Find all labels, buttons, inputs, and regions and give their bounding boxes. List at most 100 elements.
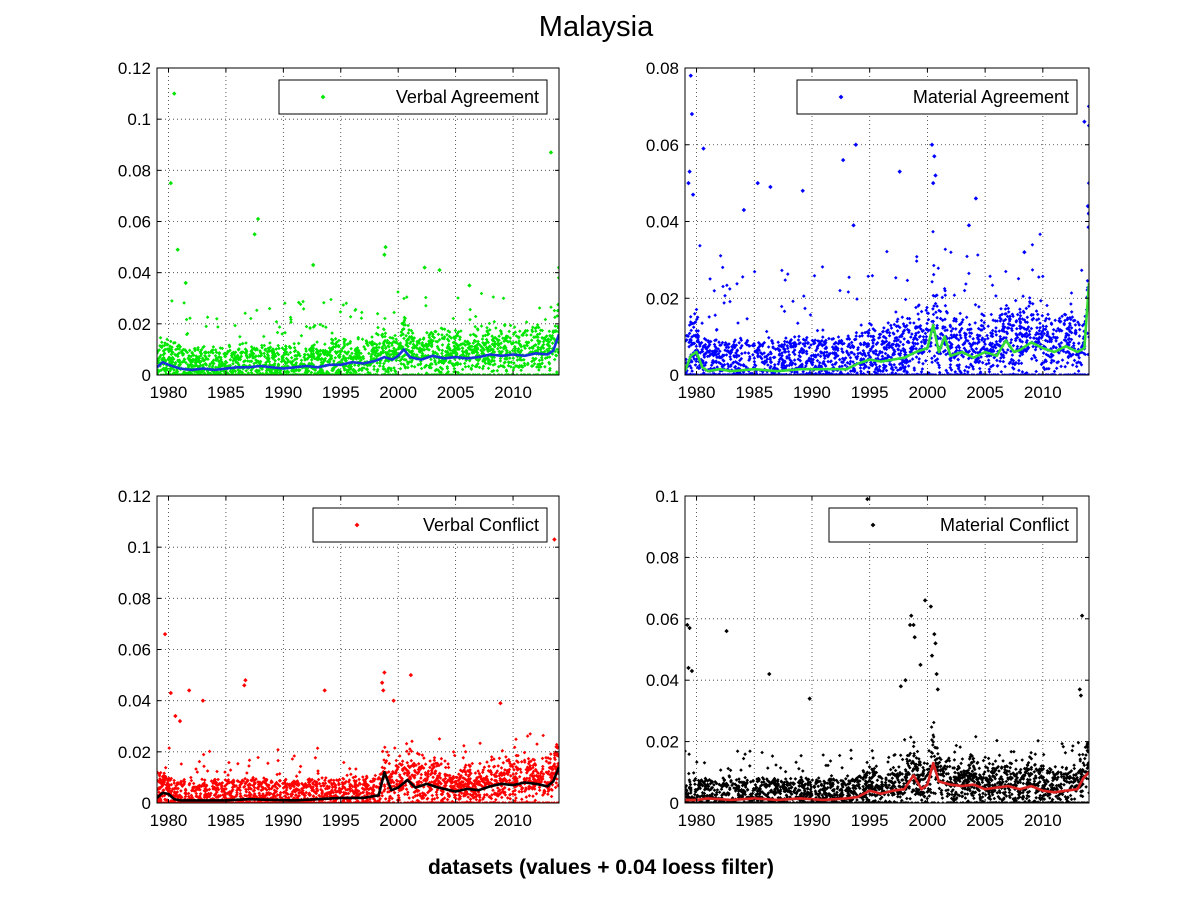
data-point xyxy=(172,91,177,96)
data-point xyxy=(973,196,979,201)
data-point xyxy=(911,622,916,628)
data-point xyxy=(556,275,559,280)
x-tick-label: 1980 xyxy=(678,383,716,402)
data-point xyxy=(1082,119,1087,124)
data-point xyxy=(724,628,729,634)
y-tick-label: 0.08 xyxy=(646,59,679,78)
y-tick-label: 0 xyxy=(142,794,151,813)
y-tick-label: 0.12 xyxy=(118,59,151,78)
data-point xyxy=(755,180,760,186)
x-tick-label: 2010 xyxy=(494,811,532,830)
data-point xyxy=(175,247,180,252)
data-point xyxy=(1022,250,1027,255)
x-tick-label: 1995 xyxy=(322,811,360,830)
y-tick-label: 0.08 xyxy=(646,548,679,567)
x-tick-label: 2000 xyxy=(908,383,946,402)
y-tick-label: 0.02 xyxy=(646,733,679,752)
legend-marker xyxy=(870,522,876,528)
data-point xyxy=(929,142,935,147)
x-tick-label: 2005 xyxy=(966,383,1004,402)
figure-xlabel: datasets (values + 0.04 loess filter) xyxy=(428,856,774,879)
data-point xyxy=(932,154,937,159)
legend-bottom-left: Verbal Conflict xyxy=(312,507,548,543)
data-point xyxy=(552,537,557,542)
legend-top-right: Material Agreement xyxy=(796,79,1078,115)
data-point xyxy=(689,111,695,117)
data-point xyxy=(381,688,386,693)
data-point xyxy=(898,684,904,689)
data-point xyxy=(932,631,937,637)
data-point xyxy=(173,713,178,719)
data-point xyxy=(701,146,706,151)
panels: 1980 1985 1990 1995 2000 2005 2010 0 0.02 0.04 0.0… xyxy=(118,59,1090,830)
data-point xyxy=(183,280,188,286)
data-point xyxy=(897,169,902,174)
data-point xyxy=(391,698,396,703)
panel-top-right: 1980 1985 1990 1995 2000 2005 2010 0 0.02 0.04 0.0… xyxy=(646,59,1090,402)
data-point xyxy=(1086,123,1089,128)
data-point xyxy=(851,223,856,228)
x-tick-label: 1995 xyxy=(851,811,889,830)
y-tick-label: 0.04 xyxy=(118,264,151,283)
data-point xyxy=(408,672,414,678)
data-point xyxy=(467,283,472,288)
data-point xyxy=(918,662,923,668)
data-point xyxy=(865,496,870,502)
data-point xyxy=(853,142,859,147)
ticks-bottom-left: 1980 1985 1990 1995 2000 2005 2010 0 0.02 0.04 0.0… xyxy=(118,487,559,830)
y-tick-label: 0.04 xyxy=(118,692,151,711)
data-point xyxy=(689,668,695,674)
data-point xyxy=(311,262,316,268)
y-tick-label: 0.06 xyxy=(646,136,679,155)
x-tick-label: 2005 xyxy=(437,811,475,830)
data-point xyxy=(1086,180,1089,186)
data-point xyxy=(242,683,247,688)
data-point xyxy=(162,631,168,637)
points-top-left xyxy=(157,91,559,375)
x-tick-label: 2000 xyxy=(908,811,946,830)
data-point xyxy=(929,653,935,658)
y-tick-label: 0.04 xyxy=(646,213,679,232)
y-tick-label: 0.1 xyxy=(127,538,151,557)
data-point xyxy=(548,150,554,155)
x-tick-label: 2010 xyxy=(1024,811,1062,830)
data-point xyxy=(200,698,206,703)
x-tick-label: 1985 xyxy=(207,811,245,830)
legend-marker xyxy=(838,94,844,100)
data-point xyxy=(912,635,917,640)
ticks-top-right: 1980 1985 1990 1995 2000 2005 2010 0 0.02 0.04 0.0… xyxy=(646,59,1089,402)
data-point xyxy=(768,184,773,190)
data-point xyxy=(690,192,696,197)
figure-title: Malaysia xyxy=(539,11,654,43)
x-tick-label: 1980 xyxy=(678,811,716,830)
data-point xyxy=(382,252,387,257)
legend-label: Material Agreement xyxy=(913,87,1069,107)
y-tick-label: 0 xyxy=(142,366,151,385)
points-bottom-left xyxy=(157,537,559,803)
x-tick-label: 1990 xyxy=(793,811,831,830)
x-tick-label: 1995 xyxy=(322,383,360,402)
data-point xyxy=(168,690,173,696)
data-point xyxy=(186,688,192,693)
panel-bottom-left: 1980 1985 1990 1995 2000 2005 2010 0 0.02 0.04 0.0… xyxy=(118,487,560,830)
x-tick-label: 2005 xyxy=(966,811,1004,830)
y-tick-label: 0.1 xyxy=(127,110,151,129)
y-tick-label: 0.02 xyxy=(118,315,151,334)
x-tick-label: 1985 xyxy=(735,383,773,402)
y-tick-label: 0.08 xyxy=(118,161,151,180)
legend-label: Verbal Agreement xyxy=(396,87,539,107)
x-tick-label: 2010 xyxy=(494,383,532,402)
data-point xyxy=(903,678,908,683)
y-tick-label: 0.04 xyxy=(646,671,679,690)
loess-line xyxy=(157,333,559,372)
data-point xyxy=(930,180,936,186)
data-point xyxy=(379,680,385,685)
data-point xyxy=(252,232,257,237)
x-tick-label: 1995 xyxy=(851,383,889,402)
data-point xyxy=(498,701,503,706)
data-point xyxy=(556,265,559,270)
data-point xyxy=(934,671,939,677)
data-point xyxy=(383,244,388,250)
y-tick-label: 0.1 xyxy=(655,487,679,506)
